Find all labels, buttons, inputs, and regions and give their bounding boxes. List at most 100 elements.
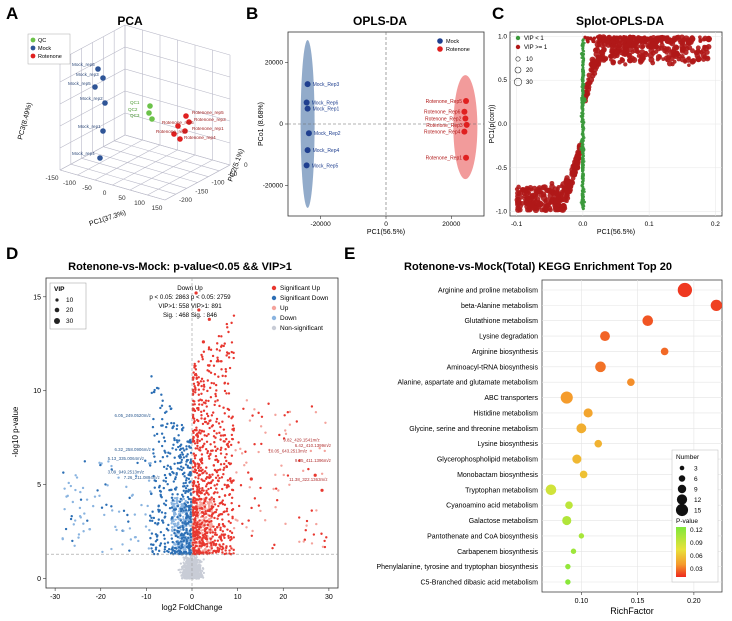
splot-point-core [582,207,585,211]
volcano-point-outlier-up [298,516,301,519]
splot-point-top [632,40,637,44]
volcano-point-outlier-up [315,509,318,512]
volcano-point-sig-down [150,391,153,395]
volcano-point-sig-up [209,348,213,351]
volcano-point-sig-up [192,491,195,494]
volcano-point-sig-up [197,474,200,477]
volcano-point-sig-down [188,466,191,470]
volcano-point-sig-up [227,513,230,516]
volcano-y-tick: 15 [33,294,41,301]
volcano-point-sig-up [230,537,233,541]
volcano-point-sig-up [198,541,202,545]
kegg-category-label: Glycine, serine and threonine metabolism [409,426,538,433]
volcano-point-outlier-up [264,431,267,434]
volcano-point-outlier-up [282,473,285,477]
volcano-point-sig-up [191,543,195,547]
volcano-point-sig-up [232,314,236,317]
volcano-point-down [184,548,187,551]
volcano-point-sig-up [191,430,195,433]
oplsda-point [463,154,470,161]
volcano-point-sig-up [216,539,220,542]
volcano-point-nonsig [189,576,192,579]
kegg-category-label: ABC transporters [484,395,538,402]
splot-point [702,54,708,60]
volcano-point-sig-up [220,476,224,479]
volcano-point-sig-up [200,478,203,481]
volcano-point-up [205,516,208,519]
volcano-point-sig-up [197,431,200,434]
splot-y-tick: 0.5 [498,77,507,84]
volcano-point-sig-up [192,526,196,530]
volcano-annotation: 9.82_429.1541m/z [283,437,319,442]
volcano-point-down [182,497,186,501]
volcano-point-outlier-up [307,467,310,471]
volcano-point-sig-down [163,440,167,443]
volcano-point-sig-up [204,510,207,513]
volcano-point-sig-down [179,507,183,511]
volcano-point-sig-down [166,422,169,426]
volcano-point-sig-up [195,523,199,526]
volcano-point-sig-down [176,535,179,539]
volcano-point-outlier-up [303,538,306,541]
volcano-point-nonsig [184,564,188,567]
volcano-point-sig-down [185,455,188,458]
volcano-point-sig-down [150,547,153,550]
volcano-point-sig-up [224,546,228,550]
volcano-point-down [175,500,179,503]
volcano-point-nonsig [197,565,200,568]
volcano-point-sig-down [183,449,186,452]
volcano-point-sig-up [207,370,211,373]
volcano-point-sig-down [173,462,176,465]
volcano-point-sig-down [188,549,191,552]
oplsda-x-tick: 20000 [442,221,460,228]
volcano-point-sig-down [151,519,154,523]
volcano-point-sig-down [162,486,166,490]
volcano-point-sig-up [194,469,198,472]
volcano-point-sig-down [183,522,186,525]
volcano-point-nonsig [183,573,186,576]
volcano-legend-sig-down-dot [271,295,277,301]
volcano-point-sig-down [158,544,162,547]
volcano-point-highlight [197,308,201,312]
pca-point [183,113,189,119]
volcano-point-sig-down [186,501,190,504]
volcano-point-sig-up [227,534,230,538]
volcano-point-sig-up [206,491,209,495]
oplsda-point-label: Rotenone_Rep1 [426,156,463,162]
pca-point [92,84,98,90]
volcano-point-sig-up [214,392,217,396]
volcano-point-sig-down [187,504,191,508]
splot-point-core [581,104,585,107]
volcano-point-sig-down [152,552,156,556]
splot-point-top [603,39,608,44]
volcano-point-sig-up [191,532,195,535]
volcano-point-up [200,501,203,505]
volcano-point-sig-down [189,492,193,495]
volcano-point-sig-up [215,360,219,363]
volcano-point-down [173,524,177,528]
oplsda-point-label: Rotenone_Rep5 [426,99,463,105]
pca-x-tick: -50 [82,185,92,192]
volcano-point-sig-up [192,436,195,439]
volcano-point-sig-up [217,479,220,483]
volcano-point-sig-down [152,448,155,451]
volcano-point-sig-up [196,525,200,529]
volcano-point-outlier-down [83,512,86,515]
volcano-point-sig-up [212,464,216,467]
volcano-point-sig-down [174,534,178,538]
volcano-point-sig-down [172,422,176,425]
kegg-size-legend-dot [676,494,688,505]
volcano-point-down [176,502,179,505]
volcano-point-sig-up [202,535,206,538]
volcano-point-sig-up [206,422,209,425]
volcano-point-sig-up [215,389,218,392]
volcano-point-sig-down [186,522,190,525]
volcano-point-sig-up [210,544,213,547]
pca-point-label: QC3 [130,113,140,118]
volcano-point-sig-up [218,468,222,471]
splot-y-tick: 1.0 [498,33,507,40]
volcano-point-sig-down [178,456,182,460]
volcano-point-sig-up [213,403,216,407]
volcano-point-outlier-down [71,539,74,543]
volcano-point-outlier-up [259,425,263,428]
